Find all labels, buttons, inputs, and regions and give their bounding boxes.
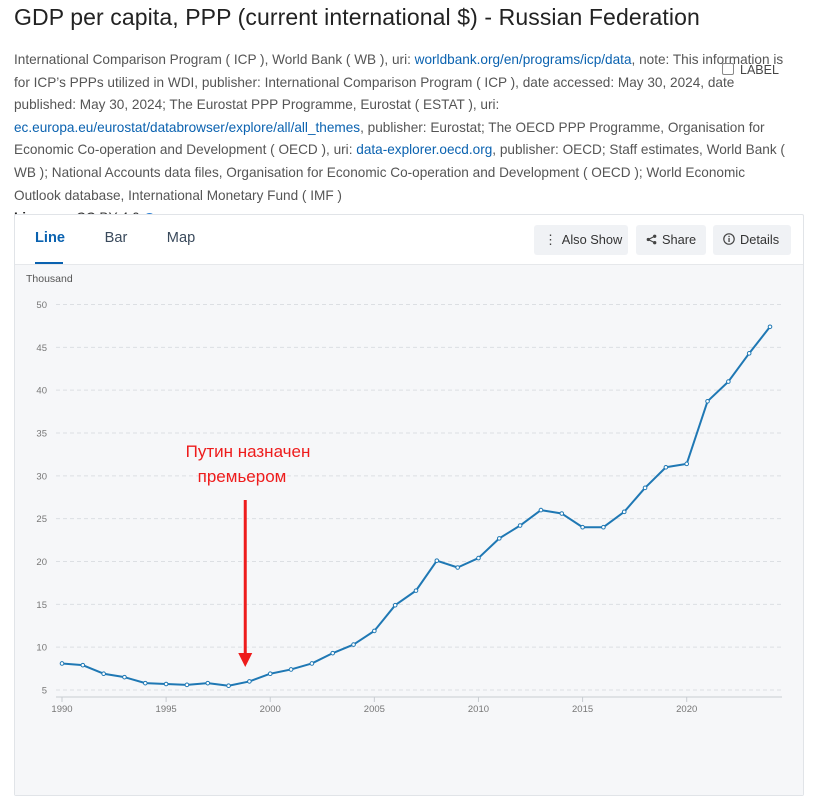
label-checkbox[interactable] [722,63,734,75]
data-point [684,461,690,467]
eurostat-link[interactable]: ec.europa.eu/eurostat/databrowser/explor… [14,119,361,135]
data-point [496,536,502,541]
chart-tab-bar: Line Bar Map ⋮ Also Show Share Details [15,215,803,265]
chart-panel: Line Bar Map ⋮ Also Show Share Details [14,214,804,796]
data-point [767,324,773,330]
data-point [705,399,710,404]
data-point [476,555,481,561]
meta-text-3: , publisher: Eurostat; The OECD PPP Prog… [14,119,765,158]
y-tick-label: 25 [36,514,47,525]
share-button[interactable]: Share [636,225,706,255]
x-tick-label: 1990 [51,704,72,715]
data-point [746,351,752,356]
info-circle-icon [723,225,735,255]
data-point [726,379,731,384]
tab-map[interactable]: Map [166,230,196,246]
y-tick-label: 10 [36,643,47,654]
tab-bar[interactable]: Bar [104,230,128,246]
data-point [101,671,106,677]
data-point [455,565,460,570]
meta-text-4: , publisher: OECD; Staff estimates, Worl… [14,142,785,203]
data-point [288,667,294,672]
share-icon [646,225,657,255]
details-label: Details [740,232,780,247]
gdp-line-chart: Thousand 5 10 15 20 25 30 35 40 45 50 1990 1995 2000 2… [26,273,782,715]
data-point [621,509,627,515]
series-line [61,326,771,687]
y-tick-label: 20 [36,557,47,568]
data-point [434,558,440,563]
y-tick-label: 45 [36,343,47,354]
data-point [142,680,148,686]
x-tick-label: 2020 [676,704,697,715]
y-tick-label: 30 [36,471,47,482]
data-point [413,588,419,593]
label-toggle[interactable]: LABEL [722,63,779,77]
label-toggle-text: LABEL [740,63,779,77]
data-point [80,662,86,668]
annotation-arrow-head [238,653,253,667]
annotation-line-2: премьером [198,467,287,486]
y-tick-label: 35 [36,429,47,440]
data-point [538,507,544,513]
meta-text-1: International Comparison Program ( ICP )… [14,52,415,67]
data-point [580,524,585,530]
y-tick-label: 40 [36,386,47,397]
also-show-label: Also Show [561,232,623,247]
data-point [559,511,565,516]
data-point [226,683,231,689]
data-point [163,681,169,687]
x-tick-label: 2010 [468,704,489,715]
data-point [663,464,669,470]
data-point [601,524,606,530]
y-tick-label: 15 [36,600,47,611]
y-axis-label: Thousand [26,273,73,285]
data-point [247,679,252,684]
also-show-button[interactable]: ⋮ Also Show [534,225,628,255]
meta-text-2: , note: This information is for ICP’s PP… [14,52,784,113]
worldbank-icp-link[interactable]: worldbank.org/en/programs/icp/data [414,52,632,67]
data-point [351,642,356,647]
data-point [309,661,315,666]
chart-area [15,265,803,795]
annotation-line-1: Путин назначен [186,442,311,461]
source-metadata: International Comparison Program ( ICP )… [14,49,794,230]
details-button[interactable]: Details [713,225,791,255]
x-tick-label: 2000 [260,704,281,715]
data-point [59,661,65,666]
y-tick-label: 50 [36,300,47,311]
kebab-menu-icon: ⋮ [544,232,557,247]
data-point [642,485,648,491]
x-tick-label: 2005 [364,704,385,715]
data-point [392,602,398,608]
data-point [122,674,127,680]
data-point [267,671,273,677]
data-point [330,650,336,656]
data-point [372,628,377,634]
data-point [517,523,523,528]
y-tick-label: 5 [42,686,47,697]
data-point [184,682,190,688]
oecd-link[interactable]: data-explorer.oecd.org [356,142,493,158]
x-tick-label: 1995 [156,704,177,715]
data-point [205,680,211,686]
tab-line[interactable]: Line [35,215,65,264]
share-label: Share [662,232,697,247]
x-tick-label: 2015 [572,704,593,715]
page-title: GDP per capita, PPP (current internation… [14,4,700,30]
